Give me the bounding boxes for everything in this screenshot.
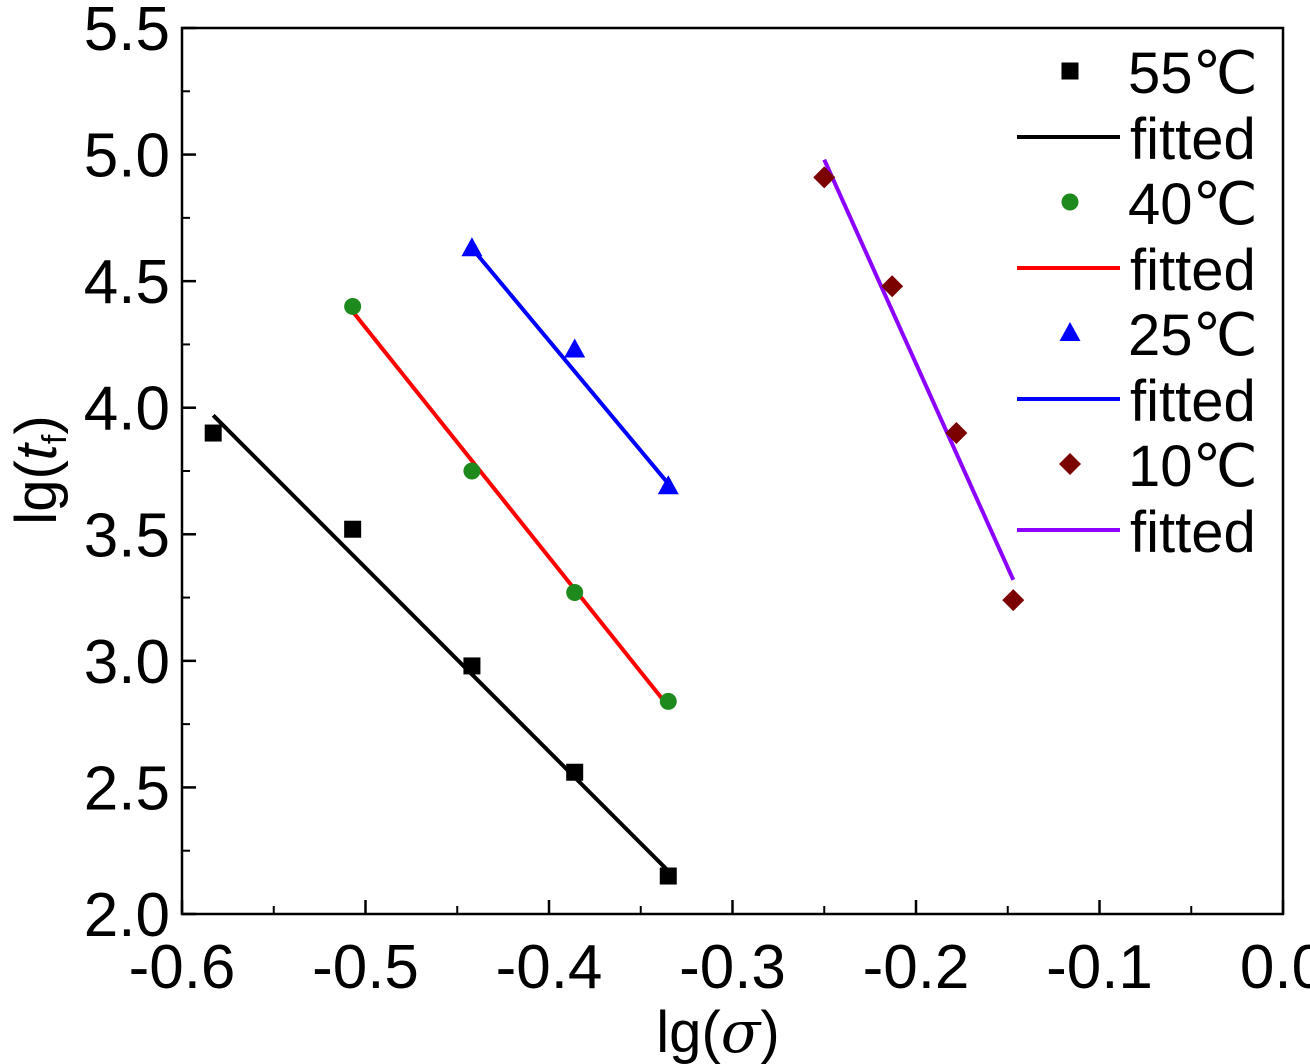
- fit-line-series-2: [470, 246, 670, 485]
- x-axis-title-suffix: ): [760, 1000, 779, 1064]
- data-point-series-3: [945, 422, 968, 445]
- legend-label-series-1: 40℃: [1128, 172, 1258, 237]
- data-point-series-3: [881, 275, 904, 298]
- data-point-series-3: [813, 166, 836, 189]
- data-point-series-0: [566, 763, 584, 781]
- fit-line-series-0: [211, 413, 670, 873]
- y-tick-label: 2.0: [84, 881, 170, 950]
- y-tick-label: 5.5: [84, 0, 170, 64]
- x-tick-label: -0.4: [496, 933, 603, 1002]
- data-points: [204, 166, 1025, 885]
- fit-line-series-1: [351, 310, 670, 708]
- data-point-series-0: [659, 867, 677, 885]
- data-point-series-0: [344, 520, 362, 538]
- x-axis-title-prefix: lg(: [656, 1000, 720, 1064]
- x-axis-title: lg(σ): [656, 998, 779, 1064]
- y-axis-title-symbol: t: [4, 441, 69, 460]
- data-point-series-2: [564, 338, 586, 358]
- fit-lines: [211, 158, 1016, 873]
- y-axis-title-prefix: lg(: [4, 460, 69, 524]
- legend-label-fit-3: fitted: [1130, 500, 1256, 565]
- data-point-series-2: [657, 475, 679, 495]
- data-point-series-3: [1002, 589, 1025, 612]
- x-tick-label: 0.0: [1240, 933, 1310, 1002]
- data-point-series-0: [204, 424, 222, 442]
- legend-label-fit-1: fitted: [1130, 238, 1256, 303]
- legend-label-fit-0: fitted: [1130, 107, 1256, 172]
- data-point-series-1: [344, 297, 362, 315]
- data-point-series-0: [463, 657, 481, 675]
- y-axis-title: lg(tf): [4, 415, 74, 524]
- y-tick-label: 2.5: [84, 754, 170, 823]
- y-tick-label: 4.5: [84, 248, 170, 317]
- axis-ticks: [180, 26, 1285, 916]
- x-tick-label: -0.1: [1046, 933, 1153, 1002]
- x-axis-title-symbol: σ: [721, 998, 762, 1064]
- legend-marker-series-0: [1061, 62, 1079, 80]
- legend-marker-series-3: [1059, 453, 1081, 475]
- y-tick-label: 4.0: [84, 375, 170, 444]
- y-axis-title-suffix: ): [4, 415, 69, 434]
- data-point-series-1: [463, 462, 481, 480]
- y-tick-label: 5.0: [84, 122, 170, 191]
- x-tick-label: -0.2: [863, 933, 970, 1002]
- legend-label-series-0: 55℃: [1128, 41, 1258, 106]
- legend-marker-series-2: [1059, 322, 1081, 341]
- data-point-series-1: [566, 584, 584, 602]
- axis-tick-labels: -0.6 -0.5 -0.4 -0.3 -0.2 -0.1 0.0 2.0 2.5 3.0 3.5 4…: [84, 0, 1310, 1002]
- x-tick-label: -0.6: [129, 933, 236, 1002]
- legend-label-series-2: 25℃: [1128, 303, 1258, 368]
- legend-label-fit-2: fitted: [1130, 369, 1256, 434]
- plot-area-border: [180, 26, 1285, 916]
- y-tick-label: 3.0: [84, 628, 170, 697]
- plot-frame: [180, 26, 1285, 916]
- data-point-series-1: [659, 692, 677, 710]
- fit-line-series-3: [822, 158, 1016, 581]
- x-tick-label: -0.5: [312, 933, 419, 1002]
- data-point-series-2: [461, 237, 483, 257]
- legend-marker-series-1: [1061, 193, 1079, 211]
- legend-label-series-3: 10℃: [1128, 434, 1258, 499]
- y-axis-title-subscript: f: [36, 434, 74, 444]
- x-tick-label: -0.3: [679, 933, 786, 1002]
- y-tick-label: 3.5: [84, 501, 170, 570]
